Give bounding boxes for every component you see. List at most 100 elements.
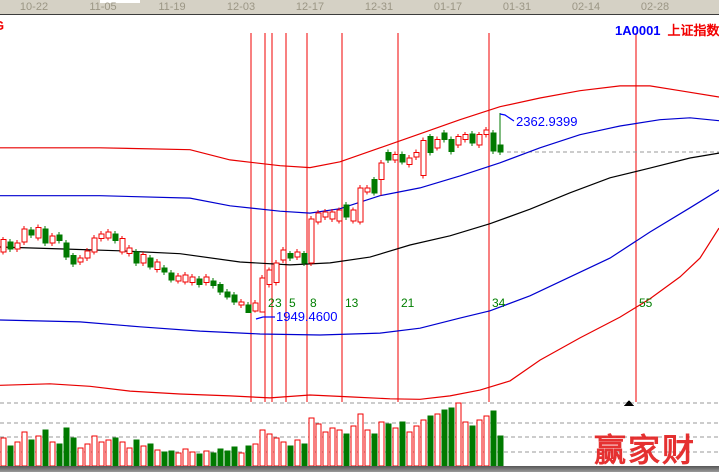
volume-bar bbox=[42, 429, 49, 467]
fib-number-label: 34 bbox=[492, 296, 506, 310]
candle-body bbox=[140, 254, 147, 264]
volume-bar bbox=[364, 429, 371, 467]
clipped-label-text: G bbox=[0, 18, 4, 32]
volume-bar bbox=[385, 423, 392, 467]
candle-body bbox=[238, 301, 245, 306]
volume-bar bbox=[63, 427, 70, 467]
candle-body bbox=[280, 249, 287, 261]
candle-body bbox=[448, 139, 455, 153]
candle-body bbox=[287, 253, 294, 259]
volume-bar bbox=[469, 425, 476, 467]
candle-body bbox=[91, 237, 98, 253]
volume-bar bbox=[175, 452, 182, 467]
candle-body bbox=[259, 277, 266, 313]
volume-bar bbox=[399, 421, 406, 467]
date-label: 12-03 bbox=[226, 1, 256, 13]
candle-body bbox=[266, 269, 273, 286]
watermark-logo: 赢家财富网 bbox=[594, 431, 697, 469]
bottom-scrollbar-strip[interactable] bbox=[0, 466, 719, 472]
volume-bar bbox=[147, 443, 154, 467]
band-upper-inner-blue bbox=[0, 117, 719, 214]
clipped-label-fragment: G bbox=[0, 17, 8, 32]
volume-bar bbox=[420, 419, 427, 467]
volume-bar bbox=[238, 452, 245, 467]
volume-bar bbox=[21, 431, 28, 467]
fib-number-label: 8 bbox=[310, 296, 317, 310]
volume-bar bbox=[91, 435, 98, 467]
volume-bar bbox=[336, 429, 343, 467]
volume-bar bbox=[322, 431, 329, 467]
candle-body bbox=[399, 154, 406, 163]
candle-body bbox=[364, 187, 371, 193]
volume-bar bbox=[77, 447, 84, 467]
high-price-label: 2362.9399 bbox=[516, 114, 578, 129]
candle-body bbox=[322, 211, 329, 218]
fib-number-label: 3 bbox=[275, 296, 282, 310]
candle-body bbox=[476, 134, 483, 146]
low-callout-line bbox=[255, 316, 275, 320]
candle-body bbox=[427, 136, 434, 154]
volume-bar bbox=[329, 427, 336, 467]
volume-bar bbox=[14, 441, 21, 467]
candle-body bbox=[196, 278, 203, 286]
volume-bar bbox=[105, 439, 112, 467]
candle-body bbox=[224, 291, 231, 298]
candle-body bbox=[161, 267, 168, 273]
volume-bar bbox=[259, 429, 266, 467]
candle-body bbox=[7, 241, 14, 250]
candle-body bbox=[469, 133, 476, 144]
volume-bar bbox=[168, 450, 175, 467]
volume-bar bbox=[203, 450, 210, 467]
date-axis[interactable]: 10-22 11-05 11-19 12-03 12-17 12-31 01-17 01-31… bbox=[0, 0, 719, 15]
volume-bar bbox=[490, 410, 497, 467]
volume-bar bbox=[301, 443, 308, 467]
candle-body bbox=[28, 229, 35, 236]
date-label: 11-05 bbox=[89, 1, 117, 13]
candle-body bbox=[154, 261, 161, 271]
candle-body bbox=[315, 212, 322, 223]
volume-bar bbox=[217, 448, 224, 467]
candle-body bbox=[77, 257, 84, 263]
volume-bar bbox=[7, 445, 14, 467]
candle-body bbox=[203, 276, 210, 284]
volume-bar bbox=[315, 423, 322, 467]
volume-bar bbox=[434, 413, 441, 467]
band-upper-outer-red bbox=[0, 85, 719, 169]
volume-bar bbox=[189, 451, 196, 467]
axis-notch bbox=[100, 0, 140, 3]
volume-bar bbox=[378, 421, 385, 467]
volume-bar bbox=[140, 445, 147, 467]
volume-bar bbox=[56, 443, 63, 467]
candle-body bbox=[420, 140, 427, 176]
band-lower-outer-red bbox=[0, 227, 719, 400]
candle-body bbox=[63, 242, 70, 258]
date-label: 10-22 bbox=[19, 1, 49, 13]
candle-body bbox=[119, 238, 126, 253]
candle-body bbox=[49, 235, 56, 244]
candle-body bbox=[42, 228, 49, 244]
fib-number-label: 55 bbox=[639, 296, 653, 310]
fib-number-label: 5 bbox=[289, 296, 296, 310]
band-middle-black bbox=[0, 152, 719, 266]
volume-bar bbox=[294, 439, 301, 467]
candle-body bbox=[189, 276, 196, 284]
symbol-name: 上证指数 bbox=[667, 23, 719, 38]
candle-body bbox=[385, 152, 392, 161]
candle-body bbox=[490, 132, 497, 152]
volume-bar bbox=[266, 433, 273, 467]
volume-bar bbox=[119, 441, 126, 467]
candle-body bbox=[175, 275, 182, 282]
symbol-code: 1A0001 bbox=[615, 23, 661, 38]
candle-body bbox=[14, 242, 21, 250]
candle-body bbox=[462, 134, 469, 141]
volume-bar bbox=[196, 453, 203, 467]
candle-body bbox=[210, 280, 217, 287]
candle-body bbox=[182, 274, 189, 283]
candle-body bbox=[343, 204, 350, 218]
date-label: 12-17 bbox=[295, 1, 325, 13]
volume-bar bbox=[427, 415, 434, 467]
candle-body bbox=[133, 251, 140, 264]
candle-body bbox=[455, 136, 462, 146]
